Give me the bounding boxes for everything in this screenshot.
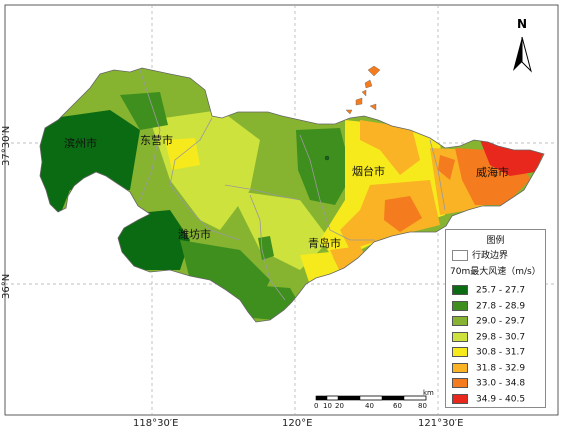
city-label-dongying: 东营市 xyxy=(140,134,173,147)
legend-class-item: 25.7 - 27.7 xyxy=(452,285,525,296)
legend-class-item: 30.8 - 31.7 xyxy=(452,347,525,358)
legend-swatch xyxy=(452,316,468,326)
legend-class-label: 30.8 - 31.7 xyxy=(476,347,526,358)
legend-class-label: 29.0 - 29.7 xyxy=(476,316,526,327)
north-arrow-icon xyxy=(513,36,532,73)
scale-tick-label: 40 xyxy=(365,402,374,410)
lat-tick-label: 36°N xyxy=(1,273,12,299)
lon-tick-label: 118°30′E xyxy=(133,418,179,429)
scale-tick-label: 0 xyxy=(314,402,319,410)
legend-class-item: 29.0 - 29.7 xyxy=(452,316,525,327)
legend-class-label: 29.8 - 30.7 xyxy=(476,332,526,342)
lon-tick-label: 121°30′E xyxy=(418,418,464,429)
scale-tick-label: 60 xyxy=(393,402,402,410)
legend-class-label: 31.8 - 32.9 xyxy=(476,363,526,373)
city-label-weihai: 威海市 xyxy=(476,166,509,179)
legend-class-label: 34.9 - 40.5 xyxy=(476,394,526,404)
legend-swatch xyxy=(452,285,468,295)
legend-boundary-item: 行政边界 xyxy=(452,248,508,261)
city-label-qingdao: 青岛市 xyxy=(308,237,341,250)
scale-bar xyxy=(315,395,427,401)
scale-tick-label: 10 xyxy=(323,402,332,410)
scale-unit-label: km xyxy=(423,389,434,397)
legend-swatch xyxy=(452,331,468,342)
legend-swatch xyxy=(452,347,468,357)
admin-boundaries xyxy=(139,69,446,301)
legend-swatch xyxy=(452,362,468,373)
scale-tick-label: 80 xyxy=(418,402,427,410)
legend-title: 图例 xyxy=(486,236,505,246)
boundary-swatch xyxy=(452,250,468,261)
legend-class-item: 29.8 - 30.7 xyxy=(452,331,526,342)
scale-tick-label: 20 xyxy=(335,402,344,410)
legend-swatch xyxy=(452,393,468,404)
legend-class-item: 31.8 - 32.9 xyxy=(452,362,526,373)
legend-class-item: 27.8 - 28.9 xyxy=(452,300,526,311)
legend-subtitle: 70m最大风速（m/s） xyxy=(450,267,541,277)
legend-class-item: 33.0 - 34.8 xyxy=(452,378,525,389)
legend-swatch xyxy=(452,378,468,388)
legend: 图例 行政边界 70m最大风速（m/s） 25.7 - 27.7 27.8 - 2… xyxy=(445,229,546,408)
legend-class-label: 33.0 - 34.8 xyxy=(476,378,526,389)
legend-class-item: 34.9 - 40.5 xyxy=(452,393,526,404)
legend-boundary-label: 行政边界 xyxy=(472,251,509,261)
city-label-binzhou: 滨州市 xyxy=(64,137,97,150)
city-label-weifang: 潍坊市 xyxy=(178,228,211,241)
lon-tick-label: 120°E xyxy=(282,418,313,429)
islands xyxy=(345,65,381,115)
city-marker xyxy=(324,155,330,161)
lat-tick-label: 37°30′N xyxy=(1,125,12,166)
legend-class-label: 27.8 - 28.9 xyxy=(476,301,526,311)
city-label-yantai: 烟台市 xyxy=(352,165,385,178)
legend-class-label: 25.7 - 27.7 xyxy=(476,285,526,296)
north-arrow-label: N xyxy=(517,17,528,31)
legend-swatch xyxy=(452,300,468,311)
